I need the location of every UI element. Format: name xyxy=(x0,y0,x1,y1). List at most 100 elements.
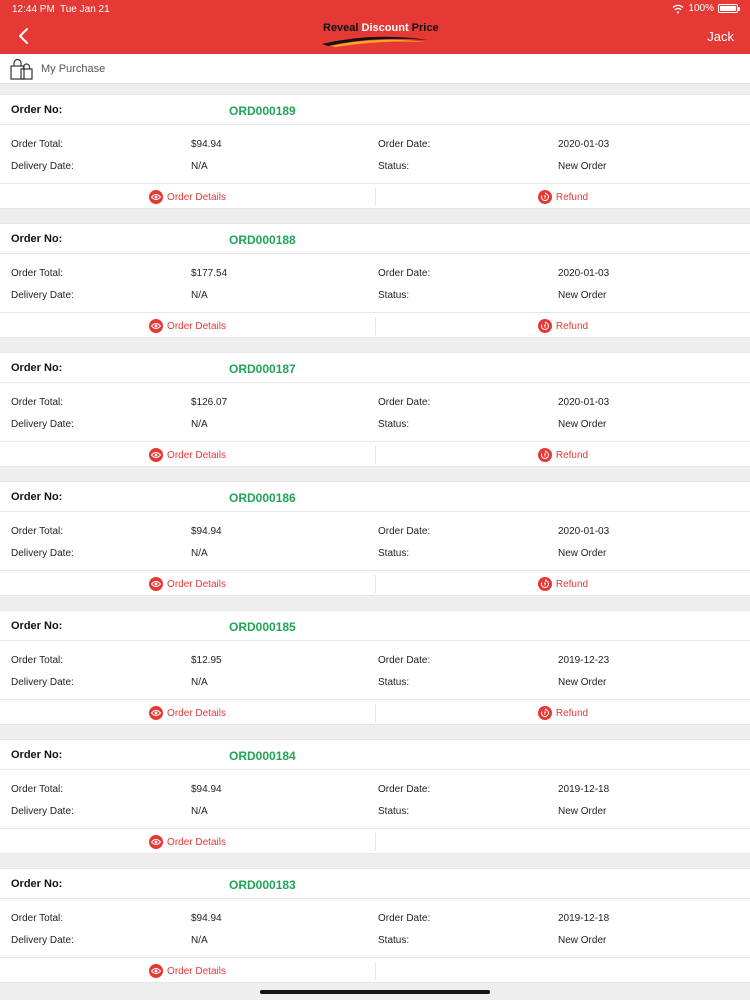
eye-icon xyxy=(149,190,164,204)
logo-word-reveal: Reveal xyxy=(323,22,359,34)
order-details-button[interactable]: Order Details xyxy=(0,442,375,468)
back-button[interactable] xyxy=(12,24,34,48)
order-details-button[interactable]: Order Details xyxy=(0,700,375,726)
refund-button[interactable]: Refund xyxy=(376,442,750,468)
order-total-value: $177.54 xyxy=(191,268,228,279)
refund-icon xyxy=(537,190,552,204)
battery-icon xyxy=(718,4,740,13)
order-date-label: Order Date: xyxy=(378,397,431,408)
order-details-button[interactable]: Order Details xyxy=(0,571,375,597)
refund-button[interactable]: Refund xyxy=(376,571,750,597)
order-number: ORD000188 xyxy=(229,233,296,247)
order-no-label: Order No: xyxy=(11,104,63,116)
eye-icon xyxy=(149,835,164,849)
order-header: Order No: ORD000186 xyxy=(0,482,750,512)
order-details-label: Order Details xyxy=(167,320,226,332)
logo-text: Reveal Discount Price xyxy=(323,22,439,34)
refund-icon xyxy=(537,448,552,462)
order-total-label: Order Total: xyxy=(11,526,64,537)
order-details-label: Order Details xyxy=(167,965,226,977)
order-number: ORD000189 xyxy=(229,104,296,118)
eye-icon xyxy=(149,319,164,333)
order-header: Order No: ORD000185 xyxy=(0,611,750,641)
status-value: New Order xyxy=(558,161,607,172)
my-purchase-bar: My Purchase xyxy=(0,54,750,84)
logo-swoosh-icon xyxy=(322,36,428,47)
status-value: New Order xyxy=(558,548,607,559)
wifi-icon xyxy=(672,4,684,13)
app-header: 12:44 PM Tue Jan 21 100% Reveal Discount… xyxy=(0,0,750,54)
delivery-date-label: Delivery Date: xyxy=(11,548,74,559)
eye-icon xyxy=(149,964,164,978)
status-value: New Order xyxy=(558,677,607,688)
delivery-date-label: Delivery Date: xyxy=(11,290,74,301)
status-label: Status: xyxy=(378,935,410,946)
status-value: New Order xyxy=(558,935,607,946)
order-date-value: 2020-01-03 xyxy=(558,139,610,150)
order-number: ORD000186 xyxy=(229,491,296,505)
refund-button[interactable]: Refund xyxy=(376,184,750,210)
order-details-button[interactable]: Order Details xyxy=(0,958,375,984)
order-header: Order No: ORD000183 xyxy=(0,869,750,899)
refund-button[interactable]: Refund xyxy=(376,313,750,339)
actions-divider xyxy=(375,575,376,593)
order-details-label: Order Details xyxy=(167,707,226,719)
order-total-value: $126.07 xyxy=(191,397,228,408)
order-date-value: 2019-12-18 xyxy=(558,913,610,924)
order-card: Order No: ORD000186 Order Total: $94.94 … xyxy=(0,481,750,596)
user-name-link[interactable]: Jack xyxy=(707,29,734,44)
shopping-bag-icon xyxy=(10,58,33,80)
order-card: Order No: ORD000189 Order Total: $94.94 … xyxy=(0,94,750,209)
order-card: Order No: ORD000185 Order Total: $12.95 … xyxy=(0,610,750,725)
order-date-label: Order Date: xyxy=(378,784,431,795)
battery-percent: 100% xyxy=(688,3,714,14)
order-total-value: $94.94 xyxy=(191,526,222,537)
order-details-label: Order Details xyxy=(167,449,226,461)
refund-label: Refund xyxy=(555,707,589,719)
order-number: ORD000187 xyxy=(229,362,296,376)
refund-icon xyxy=(537,319,552,333)
order-details-button[interactable]: Order Details xyxy=(0,313,375,339)
status-right: 100% xyxy=(672,3,740,14)
refund-label: Refund xyxy=(555,320,589,332)
order-date-value: 2019-12-18 xyxy=(558,784,610,795)
actions-divider xyxy=(375,317,376,335)
page-title: My Purchase xyxy=(41,63,106,75)
status-bar: 12:44 PM Tue Jan 21 100% xyxy=(0,0,750,18)
order-details-button[interactable]: Order Details xyxy=(0,184,375,210)
actions-divider xyxy=(375,188,376,206)
order-total-value: $94.94 xyxy=(191,913,222,924)
order-total-value: $12.95 xyxy=(191,655,222,666)
order-card: Order No: ORD000188 Order Total: $177.54… xyxy=(0,223,750,338)
delivery-date-label: Delivery Date: xyxy=(11,677,74,688)
order-no-label: Order No: xyxy=(11,878,63,890)
order-no-label: Order No: xyxy=(11,749,63,761)
status-label: Status: xyxy=(378,161,410,172)
order-total-label: Order Total: xyxy=(11,268,64,279)
logo-word-price: Price xyxy=(411,22,439,34)
eye-icon xyxy=(149,448,164,462)
refund-label: Refund xyxy=(555,578,589,590)
order-details-button[interactable]: Order Details xyxy=(0,829,375,855)
refund-button[interactable]: Refund xyxy=(376,700,750,726)
status-value: New Order xyxy=(558,806,607,817)
order-details-label: Order Details xyxy=(167,578,226,590)
order-card: Order No: ORD000187 Order Total: $126.07… xyxy=(0,352,750,467)
delivery-date-label: Delivery Date: xyxy=(11,161,74,172)
order-header: Order No: ORD000189 xyxy=(0,95,750,125)
order-date-label: Order Date: xyxy=(378,268,431,279)
app-logo: Reveal Discount Price xyxy=(318,20,439,52)
order-total-label: Order Total: xyxy=(11,913,64,924)
order-actions: Order Details Refund xyxy=(0,570,750,596)
delivery-date-label: Delivery Date: xyxy=(11,935,74,946)
order-total-label: Order Total: xyxy=(11,784,64,795)
delivery-date-value: N/A xyxy=(191,677,208,688)
status-value: New Order xyxy=(558,419,607,430)
order-header: Order No: ORD000184 xyxy=(0,740,750,770)
chevron-left-icon xyxy=(19,28,28,44)
status-date: Tue Jan 21 xyxy=(60,4,110,15)
status-label: Status: xyxy=(378,677,410,688)
actions-divider xyxy=(375,446,376,464)
order-card: Order No: ORD000183 Order Total: $94.94 … xyxy=(0,868,750,983)
order-number: ORD000185 xyxy=(229,620,296,634)
